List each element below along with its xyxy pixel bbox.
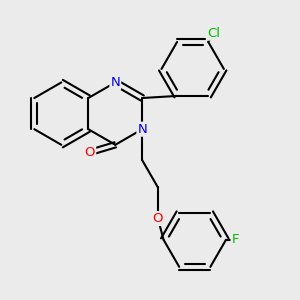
Text: N: N — [137, 123, 147, 136]
Text: N: N — [110, 76, 120, 89]
Text: O: O — [153, 212, 163, 225]
Text: O: O — [85, 146, 95, 159]
Text: Cl: Cl — [207, 27, 220, 40]
Text: F: F — [232, 233, 239, 246]
